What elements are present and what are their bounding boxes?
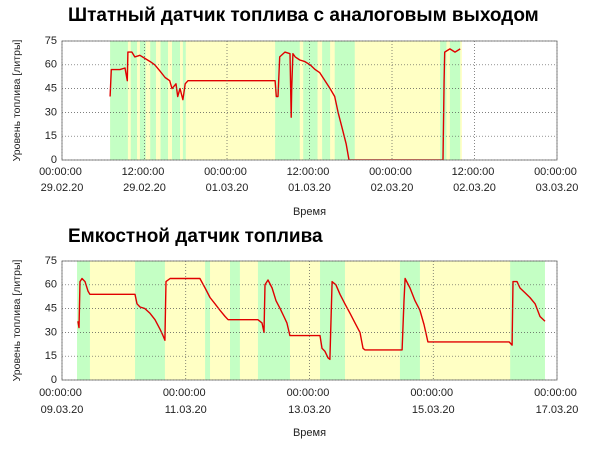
period-band [182, 41, 186, 160]
y-tick-label: 60 [45, 279, 57, 291]
x-tick-label: 00:00:00 02.03.20 [369, 166, 415, 194]
x-tick-label: 00:00:00 15.03.20 [410, 387, 456, 416]
period-band [449, 41, 461, 160]
y-tick-label: 75 [45, 35, 57, 47]
tick-date: 17.03.20 [536, 404, 579, 416]
x-tick-label: 00:00:00 13.03.20 [287, 387, 333, 416]
y-tick-label: 45 [45, 83, 57, 95]
tick-time: 00:00:00 [39, 166, 85, 178]
tick-date: 01.03.20 [288, 182, 331, 194]
period-band [510, 261, 545, 380]
tick-date: 29.02.20 [41, 182, 84, 194]
period-band [303, 41, 318, 160]
x-tick-label: 12:00:00 01.03.20 [287, 166, 333, 194]
period-band [150, 41, 156, 160]
y-tick-label: 30 [45, 106, 57, 118]
y-tick-label: 30 [45, 326, 57, 338]
y-axis-label: Уровень топлива [литры] [11, 40, 23, 162]
period-band [322, 41, 331, 160]
y-tick-label: 75 [45, 255, 57, 267]
x-tick-label: 00:00:00 17.03.20 [534, 387, 580, 416]
x-tick-label: 00:00:00 01.03.20 [204, 166, 250, 194]
tick-date: 02.03.20 [453, 182, 496, 194]
tick-time: 00:00:00 [39, 387, 85, 399]
x-tick-label: 12:00:00 29.02.20 [122, 166, 168, 194]
x-axis-label: Время [293, 206, 326, 218]
chart-title: Емкостной датчик топлива [68, 226, 323, 247]
tick-time: 00:00:00 [534, 387, 580, 399]
tick-time: 12:00:00 [452, 166, 498, 178]
period-band [230, 261, 240, 380]
period-band [110, 41, 128, 160]
x-tick-label: 00:00:00 09.03.20 [39, 387, 85, 416]
tick-date: 29.02.20 [123, 182, 166, 194]
tick-date: 03.03.20 [536, 182, 579, 194]
tick-time: 00:00:00 [410, 387, 456, 399]
plot-frame [61, 40, 558, 161]
tick-date: 15.03.20 [412, 404, 455, 416]
x-tick-label: 12:00:00 02.03.20 [452, 166, 498, 194]
tick-time: 00:00:00 [534, 166, 580, 178]
tick-time: 00:00:00 [204, 166, 250, 178]
period-band [257, 261, 290, 380]
period-band [135, 261, 165, 380]
period-band [205, 261, 211, 380]
y-tick-label: 60 [45, 59, 57, 71]
period-band [160, 41, 168, 160]
tick-time: 00:00:00 [287, 387, 333, 399]
tick-date: 09.03.20 [41, 404, 84, 416]
plot-frame [61, 260, 558, 381]
x-axis-label: Время [293, 427, 326, 439]
tick-date: 01.03.20 [206, 182, 249, 194]
period-band [320, 261, 345, 380]
y-tick-label: 15 [45, 350, 57, 362]
period-band [130, 41, 138, 160]
tick-time: 12:00:00 [287, 166, 333, 178]
tick-date: 11.03.20 [165, 404, 207, 416]
period-band [275, 41, 300, 160]
tick-time: 12:00:00 [122, 166, 168, 178]
x-tick-label: 00:00:00 11.03.20 [163, 387, 209, 416]
y-axis-label: Уровень топлива [литры] [11, 260, 23, 382]
y-tick-label: 15 [45, 130, 57, 142]
plot-area [77, 261, 546, 380]
tick-date: 02.03.20 [371, 182, 414, 194]
x-tick-label: 00:00:00 03.03.20 [534, 166, 580, 194]
x-tick-label: 00:00:00 29.02.20 [39, 166, 85, 194]
y-tick-label: 0 [51, 374, 57, 386]
period-band [172, 41, 181, 160]
data-line [109, 48, 461, 160]
plot-area [109, 41, 462, 160]
tick-time: 00:00:00 [369, 166, 415, 178]
data-line [77, 277, 546, 361]
tick-date: 13.03.20 [288, 404, 331, 416]
y-tick-label: 45 [45, 303, 57, 315]
period-band [139, 41, 146, 160]
tick-time: 00:00:00 [163, 387, 209, 399]
chart-title: Штатный датчик топлива с аналоговым выхо… [68, 5, 539, 26]
period-band [334, 41, 355, 160]
y-tick-label: 0 [51, 154, 57, 166]
